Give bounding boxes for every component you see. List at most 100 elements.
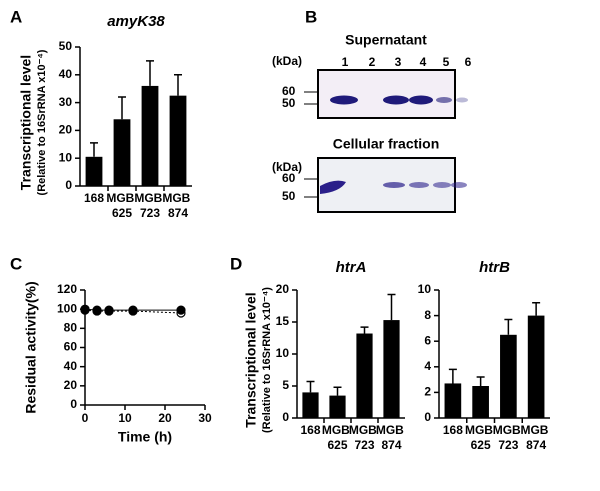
x-tick-label: MGB 723	[134, 191, 165, 220]
error-bar	[174, 74, 182, 96]
y-tick-label: 40	[59, 67, 73, 81]
error-bar	[448, 368, 457, 384]
bar	[444, 383, 462, 418]
y-tick-label: 0	[282, 410, 289, 424]
x-tick-label: MGB 874	[162, 191, 193, 220]
x-tick-label: MGB 723	[349, 423, 380, 452]
y-tick-label: 10	[59, 150, 73, 164]
y-tick-label: 5	[282, 378, 289, 392]
y-tick-label: 30	[59, 95, 73, 109]
chart-title: amyK38	[107, 13, 165, 30]
error-bar	[504, 318, 513, 335]
y-tick-label: 10	[276, 346, 290, 360]
x-axis-label: Time (h)	[118, 429, 172, 445]
marker-label: 60	[282, 84, 296, 98]
x-tick-label: MGB 625	[106, 191, 137, 220]
lane-label: 2	[369, 55, 376, 69]
error-bar	[333, 386, 342, 396]
y-axis-label: Transcriptional level	[243, 292, 259, 427]
lane-label: 5	[443, 55, 450, 69]
x-tick-label: 168	[300, 423, 320, 437]
lane-label: 4	[420, 55, 427, 69]
unit-label: (kDa)	[272, 160, 302, 174]
error-bar	[387, 293, 396, 321]
bar	[85, 156, 103, 186]
marker-label: 50	[282, 189, 296, 203]
y-axis-sublabel: (Relative to 16SrRNA x10⁻⁴)	[261, 287, 273, 433]
x-tick-label: 168	[84, 191, 104, 205]
x-tick-label: MGB 874	[376, 423, 407, 452]
gel-bands	[320, 180, 467, 194]
error-bar	[532, 302, 541, 316]
error-bar	[118, 96, 126, 120]
y-tick-label: 20	[59, 123, 73, 137]
y-tick-label: 40	[64, 359, 78, 373]
panel-label: B	[305, 7, 317, 26]
bar	[141, 85, 159, 186]
data-point	[128, 305, 138, 315]
data-point	[176, 305, 186, 315]
unit-label: (kDa)	[272, 54, 302, 68]
y-tick-label: 10	[418, 282, 432, 296]
error-bar	[476, 376, 485, 386]
x-tick-label: 20	[158, 411, 172, 425]
bar	[329, 395, 346, 418]
x-tick-label: 10	[118, 411, 132, 425]
bar	[169, 95, 187, 186]
lane-label: 1	[342, 55, 349, 69]
panel-label: A	[10, 7, 22, 26]
y-tick-label: 120	[57, 282, 77, 296]
x-tick-label: 168	[443, 423, 463, 437]
y-axis-label: Residual activity(%)	[23, 281, 39, 413]
y-tick-label: 4	[424, 359, 431, 373]
panel-label: C	[10, 254, 22, 273]
x-tick-label: 30	[198, 411, 212, 425]
gel-bands	[330, 95, 468, 105]
x-tick-label: MGB 874	[520, 423, 551, 452]
y-tick-label: 50	[59, 39, 73, 53]
lane-label: 6	[465, 55, 472, 69]
gel-image	[317, 69, 456, 119]
error-bar	[360, 326, 369, 334]
data-point	[104, 305, 114, 315]
lane-label: 3	[395, 55, 402, 69]
y-tick-label: 15	[276, 314, 290, 328]
data-point	[92, 305, 102, 315]
y-tick-label: 2	[424, 385, 431, 399]
bar	[113, 119, 131, 186]
x-tick-label: MGB 625	[322, 423, 353, 452]
y-tick-label: 6	[424, 333, 431, 347]
data-point	[80, 304, 90, 314]
chart-title: htrA	[336, 259, 367, 276]
x-tick-label: MGB 723	[493, 423, 524, 452]
y-tick-label: 80	[64, 321, 78, 335]
bar	[500, 334, 517, 418]
marker-label: 50	[282, 96, 296, 110]
x-tick-label: 0	[82, 411, 89, 425]
bar	[356, 333, 373, 418]
error-bar	[306, 380, 315, 393]
gel-title: Supernatant	[345, 32, 427, 48]
x-tick-label: MGB 625	[465, 423, 496, 452]
bar	[302, 392, 319, 418]
y-axis-sublabel: (Relative to 16SrRNA x10⁻⁴)	[36, 49, 48, 195]
chart-title: htrB	[479, 259, 510, 276]
y-tick-label: 0	[424, 410, 431, 424]
bar	[383, 320, 400, 418]
y-tick-label: 100	[57, 301, 77, 315]
error-bar	[90, 142, 98, 157]
bar	[527, 315, 545, 418]
y-tick-label: 20	[64, 378, 78, 392]
y-tick-label: 20	[276, 282, 290, 296]
marker-label: 60	[282, 171, 296, 185]
y-tick-label: 0	[70, 397, 77, 411]
y-axis-label: Transcriptional level	[18, 55, 34, 190]
y-tick-label: 60	[64, 340, 78, 354]
y-tick-label: 0	[65, 178, 72, 192]
error-bar	[146, 60, 154, 86]
bar	[472, 386, 489, 418]
gel-title: Cellular fraction	[333, 136, 440, 152]
panel-label: D	[230, 254, 242, 273]
y-tick-label: 8	[424, 308, 431, 322]
